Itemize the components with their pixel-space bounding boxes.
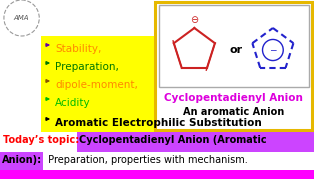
FancyBboxPatch shape [159,5,309,87]
FancyBboxPatch shape [41,114,306,132]
Text: Stability,: Stability, [55,44,101,54]
FancyBboxPatch shape [41,36,157,128]
Text: AMA: AMA [14,15,29,21]
FancyBboxPatch shape [0,152,43,170]
Text: Cyclopentadienyl Anion (Aromatic: Cyclopentadienyl Anion (Aromatic [78,135,266,145]
Text: dipole-moment,: dipole-moment, [55,80,138,90]
FancyBboxPatch shape [0,132,314,179]
Text: Today’s topic:: Today’s topic: [3,135,79,145]
FancyBboxPatch shape [0,132,76,152]
Text: Preparation, properties with mechanism.: Preparation, properties with mechanism. [45,155,248,165]
Text: Aromatic Electrophilic Substitution: Aromatic Electrophilic Substitution [55,118,262,128]
Text: Acidity: Acidity [55,98,91,108]
Text: Anion):: Anion): [2,155,42,165]
Text: −: − [269,46,276,55]
Text: An aromatic Anion: An aromatic Anion [183,107,284,117]
FancyBboxPatch shape [43,152,314,170]
Text: or: or [229,45,242,55]
Text: ⊖: ⊖ [190,15,198,25]
Text: Preparation,: Preparation, [55,62,119,72]
FancyBboxPatch shape [155,2,312,130]
Text: Cyclopentadienyl Anion: Cyclopentadienyl Anion [164,93,303,103]
FancyBboxPatch shape [76,132,314,152]
